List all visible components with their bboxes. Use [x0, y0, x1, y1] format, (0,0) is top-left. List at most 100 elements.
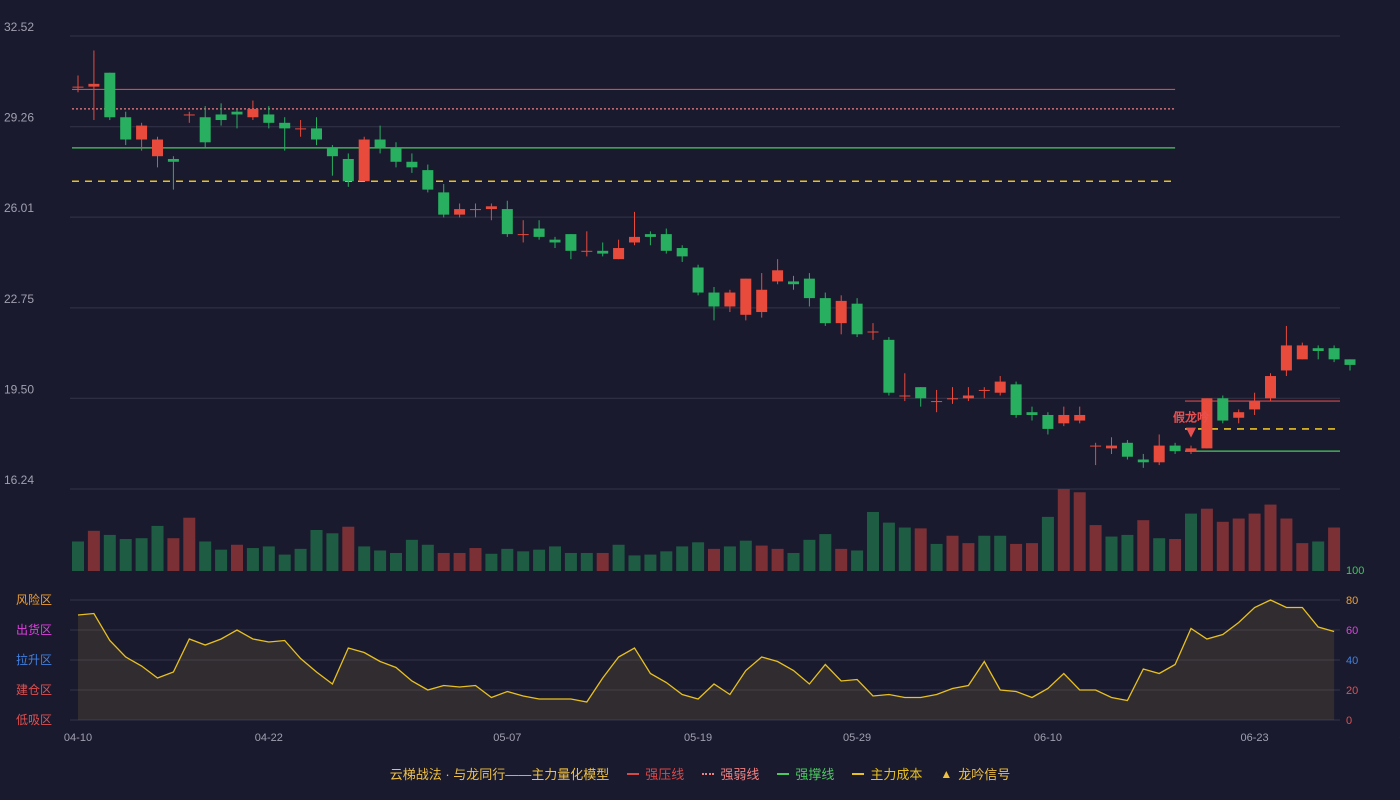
candle-body: [1106, 445, 1117, 449]
price-tick-label: 32.52: [4, 20, 34, 34]
volume-bar: [1026, 543, 1038, 571]
legend-item-dragon-signal[interactable]: ▲ 龙吟信号: [940, 764, 1010, 783]
candle-body: [279, 122, 291, 129]
candle-body: [1090, 445, 1102, 447]
volume-bar: [358, 546, 371, 571]
zone-label: 拉升区: [16, 652, 52, 667]
volume-bar: [310, 530, 323, 571]
candle-body: [136, 125, 148, 140]
osc-tick-label: 60: [1346, 625, 1358, 637]
candle-body: [215, 114, 227, 121]
volume-bar: [374, 550, 387, 571]
volume-bar: [755, 545, 768, 571]
candle-body: [374, 139, 386, 148]
candle-body: [1296, 345, 1308, 360]
volume-bar: [580, 552, 593, 571]
volume-bar: [549, 546, 561, 571]
legend-label: 主力成本: [870, 767, 923, 782]
candle-body: [231, 111, 243, 115]
volume-bar: [119, 539, 132, 571]
volume-bar: [517, 551, 530, 571]
volume-bar: [851, 550, 864, 571]
volume-bar: [103, 534, 116, 571]
volume-bar: [596, 552, 609, 571]
candle-body: [915, 387, 927, 399]
candle-body: [1265, 376, 1276, 399]
candle-body: [613, 248, 625, 260]
legend-item-strong-pressure[interactable]: 强压线: [627, 764, 684, 783]
legend-item-strong-support[interactable]: 强撑线: [777, 764, 834, 783]
volume-bar: [628, 555, 641, 571]
candle-body: [947, 398, 958, 400]
volume-bar: [994, 535, 1007, 571]
legend-label: 强压线: [645, 767, 685, 782]
legend-swatch: [702, 772, 715, 775]
signal-label: 假龙吟: [1173, 410, 1209, 425]
chart-legend: 云梯战法 · 与龙同行——主力量化模型 强压线 强弱线 强撑线 主力成本 ▲ 龙…: [0, 764, 1400, 783]
legend-item-main-cost[interactable]: 主力成本: [852, 764, 922, 783]
volume-bar: [1121, 534, 1134, 571]
volume-bar: [1248, 513, 1261, 571]
volume-bar: [485, 553, 498, 571]
candle-body: [724, 292, 736, 307]
volume-bar: [199, 541, 212, 571]
zone-label: 出货区: [16, 622, 52, 637]
candle-body: [120, 117, 132, 140]
candle-body: [406, 161, 418, 168]
price-tick-label: 29.26: [4, 111, 34, 125]
osc-tick-label: 40: [1346, 655, 1358, 667]
price-tick-label: 19.50: [4, 382, 34, 396]
candle-body: [883, 339, 895, 393]
candle-body: [167, 158, 179, 162]
volume-bar: [262, 546, 275, 571]
candle-body: [454, 209, 466, 215]
legend-label: 强弱线: [720, 767, 760, 782]
candle-body: [1153, 445, 1165, 463]
candle-body: [485, 206, 497, 210]
candle-body: [1249, 401, 1261, 410]
volume-bar: [469, 548, 482, 571]
candle-body: [851, 303, 863, 335]
candle-body: [867, 331, 879, 333]
candle-body: [756, 289, 768, 313]
volume-bar: [231, 544, 243, 571]
candle-body: [994, 381, 1006, 393]
volume-bar: [405, 539, 418, 571]
candle-body: [1312, 348, 1324, 351]
candle-body: [597, 250, 609, 254]
volume-bar: [1057, 489, 1070, 571]
volume-bar: [644, 554, 657, 571]
volume-bar: [660, 551, 673, 571]
volume-bar: [914, 528, 927, 571]
candle-body: [772, 270, 784, 282]
candle-body: [1233, 412, 1245, 418]
x-tick-label: 06-23: [1241, 732, 1269, 744]
candle-body: [644, 234, 656, 237]
volume-bar: [1169, 539, 1182, 571]
volume-bar: [390, 552, 402, 571]
x-tick-label: 05-29: [843, 732, 871, 744]
candle-body: [152, 139, 163, 157]
volume-bar: [342, 526, 355, 571]
volume-bar: [1296, 543, 1309, 571]
candle-body: [342, 158, 354, 182]
candle-body: [1121, 442, 1133, 457]
volume-bar: [294, 548, 307, 571]
candle-body: [708, 292, 720, 307]
volume-bar: [882, 522, 895, 571]
volume-bar: [501, 548, 514, 571]
candle-body: [390, 147, 402, 162]
legend-item-strong-weak[interactable]: 强弱线: [702, 764, 759, 783]
zone-label: 风险区: [16, 592, 52, 607]
candle-body: [247, 108, 259, 118]
volume-bar: [1280, 518, 1293, 571]
triangle-icon: ▲: [940, 766, 953, 781]
candle-body: [581, 250, 593, 252]
volume-bar: [564, 552, 577, 571]
candle-body: [358, 139, 370, 182]
candle-body: [104, 72, 116, 118]
volume-bar: [835, 548, 848, 571]
legend-swatch: [852, 772, 865, 775]
osc-tick-label: 100: [1346, 565, 1364, 577]
